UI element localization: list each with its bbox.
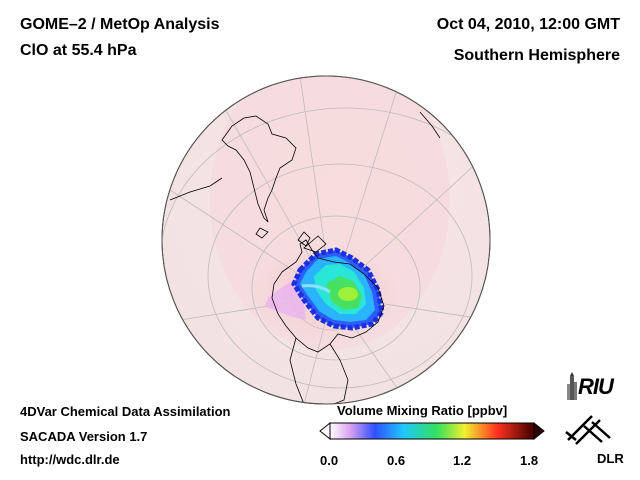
map-date: Oct 04, 2010, 12:00 GMT (436, 16, 620, 33)
colorbar (319, 421, 545, 441)
colorbar-left-arrow (319, 421, 331, 441)
colorbar-title: Volume Mixing Ratio [ppbv] (337, 403, 508, 418)
hemisphere-label: Southern Hemisphere (453, 47, 620, 64)
dlr-logo-text: DLR (597, 451, 624, 466)
colorbar-tick-2: 1.2 (453, 453, 472, 468)
dlr-logo-icon (565, 415, 611, 445)
map-subtitle: ClO at 55.4 hPa (20, 42, 137, 59)
riu-logo-icon (567, 372, 577, 400)
clo-region (291, 247, 385, 331)
colorbar-tick-0: 0.0 (320, 453, 339, 468)
footer-version: SACADA Version 1.7 (20, 429, 148, 444)
colorbar-gradient (329, 422, 535, 440)
colorbar-right-arrow (533, 421, 545, 441)
map-title: GOME–2 / MetOp Analysis (20, 16, 220, 33)
riu-logo-text: RIU (578, 374, 614, 399)
colorbar-tick-3: 1.8 (520, 453, 539, 468)
colorbar-tick-1: 0.6 (387, 453, 406, 468)
footer-url[interactable]: http://wdc.dlr.de (20, 452, 120, 467)
footer-system: 4DVar Chemical Data Assimilation (20, 404, 231, 419)
